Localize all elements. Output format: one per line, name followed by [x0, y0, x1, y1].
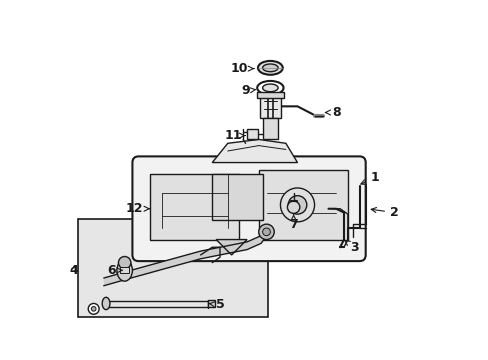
Text: 2: 2 [370, 206, 398, 219]
Bar [212, 174, 262, 220]
Ellipse shape [262, 84, 278, 92]
Text: 3: 3 [344, 240, 358, 254]
Text: 4: 4 [69, 264, 78, 277]
Text: 1: 1 [360, 171, 379, 184]
Bar [257, 92, 283, 98]
Bar [78, 219, 267, 317]
Bar [258, 170, 347, 239]
Ellipse shape [262, 64, 278, 72]
Bar [150, 174, 239, 239]
Ellipse shape [117, 260, 132, 281]
Ellipse shape [287, 201, 299, 213]
Ellipse shape [257, 81, 283, 95]
Ellipse shape [91, 306, 96, 311]
Bar [259, 95, 281, 118]
Ellipse shape [258, 61, 282, 75]
Polygon shape [216, 239, 246, 255]
Ellipse shape [88, 303, 99, 314]
Text: 9: 9 [241, 85, 255, 98]
Text: 11: 11 [224, 129, 244, 142]
Ellipse shape [262, 228, 270, 236]
Text: 7: 7 [289, 215, 297, 231]
Bar [262, 118, 278, 139]
Text: 10: 10 [230, 62, 253, 75]
FancyBboxPatch shape [132, 156, 365, 261]
Bar [208, 300, 214, 306]
Ellipse shape [258, 224, 274, 239]
Ellipse shape [118, 256, 131, 269]
Bar [120, 266, 129, 273]
Ellipse shape [287, 195, 306, 214]
Text: 6: 6 [107, 264, 122, 277]
Ellipse shape [280, 188, 314, 222]
Text: 12: 12 [126, 202, 149, 215]
Polygon shape [103, 228, 266, 286]
Bar [246, 130, 258, 139]
Text: 5: 5 [209, 298, 224, 311]
Text: 8: 8 [325, 106, 340, 119]
Polygon shape [212, 139, 297, 163]
Ellipse shape [102, 297, 110, 310]
